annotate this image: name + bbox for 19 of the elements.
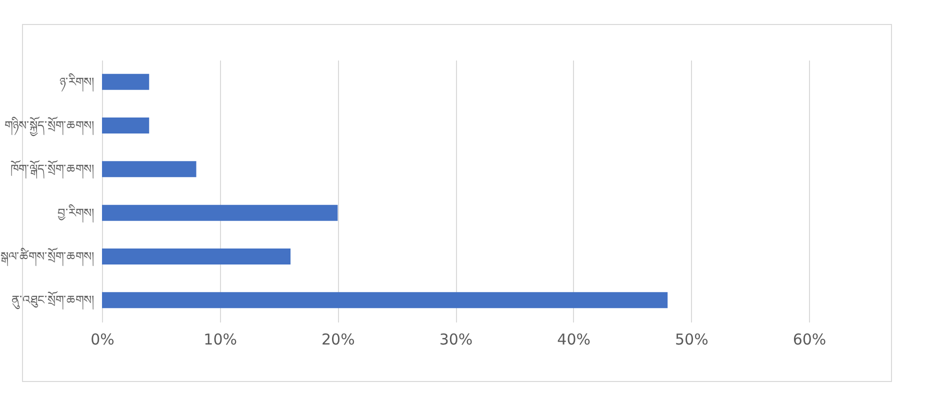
- bar: [102, 118, 150, 134]
- x-tick-label: 20%: [321, 330, 355, 348]
- y-tick-label: སྒལ་ཚིགས་སྲོག་ཆགས།: [0, 248, 94, 266]
- y-tick-label: ཉ་རིགས།: [60, 72, 94, 92]
- y-tick-label: བྱ་རིགས།: [58, 204, 94, 223]
- x-tick-label: 10%: [204, 330, 238, 348]
- bar: [102, 74, 150, 90]
- x-tick-label: 50%: [674, 330, 708, 348]
- x-tick-label: 30%: [439, 330, 473, 348]
- x-tick-label: 40%: [557, 330, 591, 348]
- x-tick-label: 0%: [90, 330, 114, 348]
- bar: [102, 204, 338, 221]
- bar: [102, 292, 668, 308]
- y-tick-label: གཉིས་སྐྱོད་སྲོག་ཆགས།: [4, 116, 94, 136]
- x-tick-label: 60%: [792, 330, 826, 348]
- bar: [102, 248, 291, 264]
- bar: [102, 161, 196, 178]
- y-tick-label: ནུ་འཐུང་སྲོག་ཆགས།: [12, 291, 94, 310]
- y-tick-label: ཁོག་ལྒོད་སྲོག་ཆགས།: [10, 160, 94, 180]
